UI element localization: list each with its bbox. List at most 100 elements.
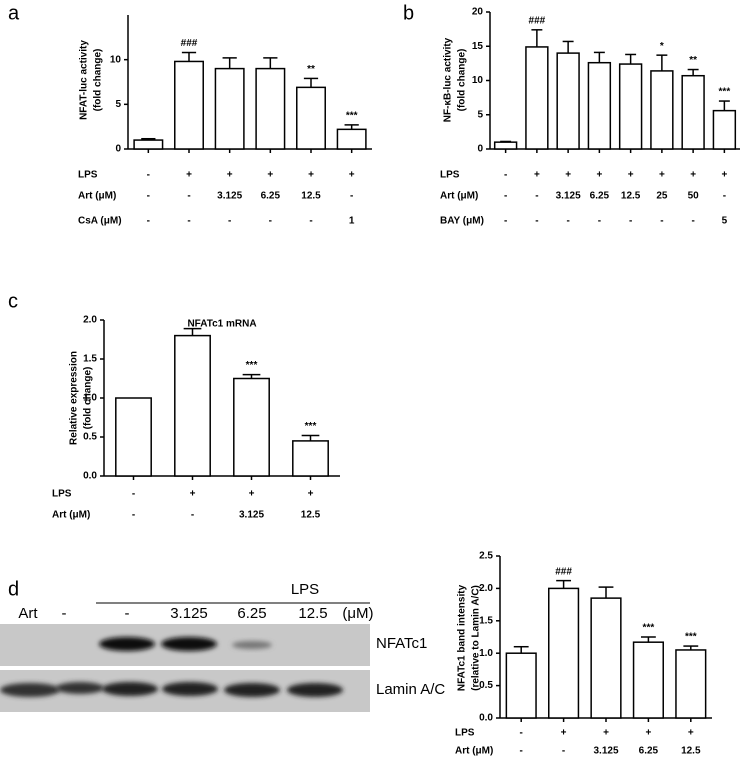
panel-label: d <box>8 578 19 600</box>
condition-label: BAY (μM) <box>440 216 484 227</box>
condition-value: - <box>191 510 194 521</box>
lane-label: - <box>62 605 67 622</box>
lane-label: 6.25 <box>237 605 266 622</box>
condition-value: 6.25 <box>639 746 659 757</box>
condition-label: CsA (μM) <box>78 216 122 227</box>
significance: *** <box>246 360 258 371</box>
blot-row-label: Art <box>18 605 38 622</box>
condition-label: Art (μM) <box>52 510 90 521</box>
bar <box>336 128 367 150</box>
bar <box>115 397 152 477</box>
condition-value: 5 <box>722 216 728 227</box>
unit-label: (μM) <box>342 605 373 622</box>
condition-value: - <box>535 216 538 227</box>
y-tick-label: 0.0 <box>83 471 97 482</box>
condition-value: 3.125 <box>593 746 618 757</box>
condition-value: - <box>147 170 150 181</box>
bar <box>712 109 737 150</box>
bar <box>548 587 580 719</box>
bar <box>590 597 622 719</box>
significance: ** <box>689 55 697 66</box>
chart-title: NFATc1 mRNA <box>187 319 256 330</box>
blot-nfatc1 <box>0 624 370 666</box>
significance: *** <box>685 632 697 643</box>
condition-value: 12.5 <box>301 510 321 521</box>
condition-value: 3.125 <box>556 191 581 202</box>
condition-value: + <box>227 170 233 181</box>
condition-value: + <box>561 728 567 739</box>
condition-value: - <box>504 191 507 202</box>
condition-value: - <box>187 191 190 202</box>
condition-value: - <box>309 216 312 227</box>
significance: ** <box>307 64 315 75</box>
condition-value: + <box>267 170 273 181</box>
y-tick-label: 2.0 <box>83 315 97 326</box>
lane-label: - <box>125 605 130 622</box>
bar <box>296 86 326 150</box>
condition-value: - <box>228 216 231 227</box>
condition-label: LPS <box>440 170 460 181</box>
condition-label: Art (μM) <box>78 191 116 202</box>
condition-value: - <box>132 510 135 521</box>
bar <box>681 74 705 150</box>
condition-label: LPS <box>52 489 72 500</box>
y-tick-label: 20 <box>472 7 484 18</box>
condition-value: 6.25 <box>590 191 610 202</box>
condition-label: Art (μM) <box>440 191 478 202</box>
condition-value: - <box>504 216 507 227</box>
condition-value: - <box>629 216 632 227</box>
condition-value: + <box>659 170 665 181</box>
condition-value: 3.125 <box>217 191 242 202</box>
bar <box>174 60 204 150</box>
significance: ### <box>181 38 198 49</box>
bar <box>632 641 664 719</box>
condition-value: - <box>562 746 565 757</box>
significance: * <box>660 41 664 52</box>
condition-value: 6.25 <box>261 191 281 202</box>
condition-value: - <box>520 746 523 757</box>
y-tick-label: 10 <box>110 54 122 65</box>
y-tick-label: 1.0 <box>479 648 493 659</box>
y-axis-label: (fold change) <box>457 49 468 112</box>
y-tick-label: 15 <box>472 41 484 52</box>
condition-value: - <box>598 216 601 227</box>
condition-value: - <box>147 216 150 227</box>
condition-label: Art (μM) <box>455 746 493 757</box>
condition-value: 12.5 <box>621 191 641 202</box>
condition-value: - <box>147 191 150 202</box>
condition-value: + <box>534 170 540 181</box>
condition-value: 25 <box>656 191 668 202</box>
bar <box>174 334 211 477</box>
y-tick-label: 0 <box>115 144 121 155</box>
condition-value: - <box>723 191 726 202</box>
bar <box>505 652 537 719</box>
blot-treatment: LPS <box>291 581 319 598</box>
y-tick-label: 5 <box>477 109 483 120</box>
panel-label: b <box>403 2 414 24</box>
condition-value: - <box>350 191 353 202</box>
condition-value: + <box>596 170 602 181</box>
condition-value: - <box>132 489 135 500</box>
condition-value: - <box>269 216 272 227</box>
condition-value: - <box>660 216 663 227</box>
condition-value: + <box>186 170 192 181</box>
bar <box>292 440 329 477</box>
y-tick-label: 0 <box>477 144 483 155</box>
significance: ### <box>555 566 572 577</box>
y-axis-label: NFAT-luc activity <box>79 40 90 120</box>
y-axis-label: (fold change) <box>83 367 94 430</box>
condition-label: LPS <box>78 170 98 181</box>
y-axis-label: (relative to Lamin A/C) <box>471 585 482 691</box>
condition-value: + <box>603 728 609 739</box>
y-tick-label: 0.5 <box>479 680 493 691</box>
condition-value: - <box>504 170 507 181</box>
y-axis-label: (fold change) <box>93 49 104 112</box>
condition-value: 3.125 <box>239 510 264 521</box>
bar <box>233 377 270 477</box>
condition-value: + <box>688 728 694 739</box>
y-tick-label: 0.5 <box>83 432 97 443</box>
condition-value: + <box>690 170 696 181</box>
panel-label: a <box>8 2 20 24</box>
condition-value: 12.5 <box>301 191 321 202</box>
condition-value: - <box>520 728 523 739</box>
